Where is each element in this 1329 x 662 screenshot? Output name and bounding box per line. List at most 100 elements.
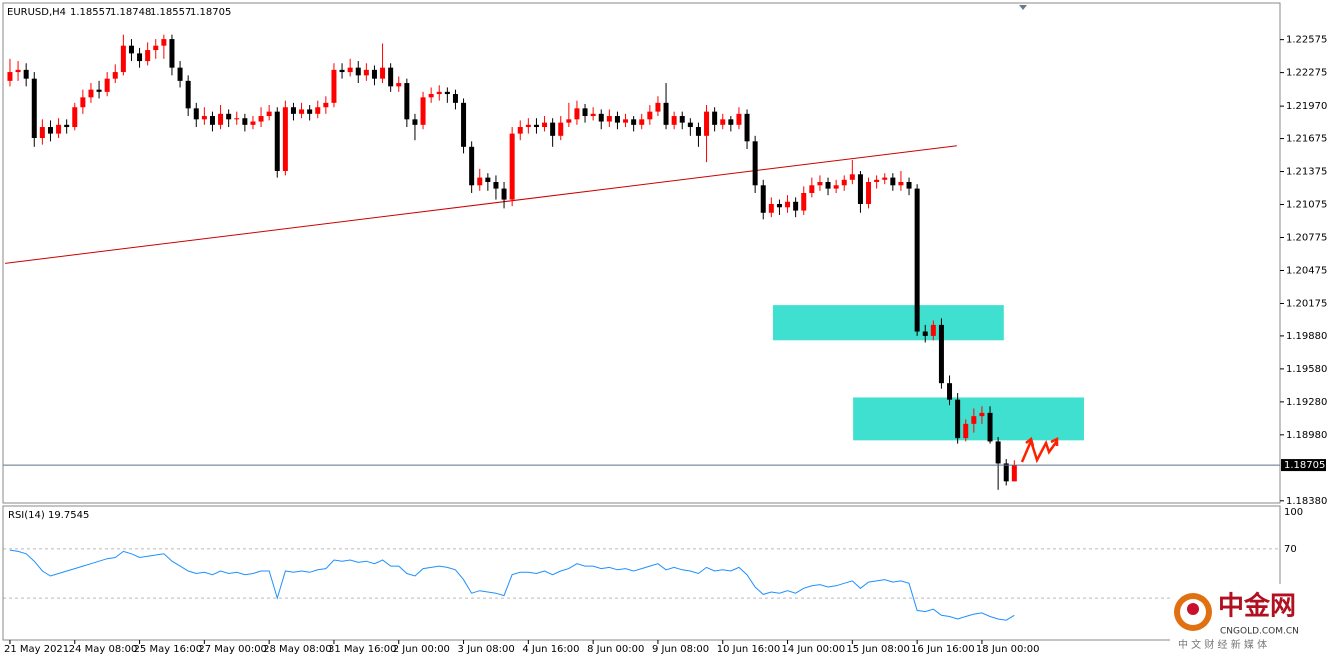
- zone: [772, 305, 1004, 341]
- candle-body: [72, 107, 78, 128]
- candle-body: [930, 324, 936, 336]
- candle-body: [396, 83, 402, 87]
- candle-body: [906, 181, 912, 189]
- candle-body: [582, 108, 588, 117]
- candle-body: [485, 177, 491, 182]
- candle-body: [598, 113, 604, 122]
- header-close: 1.18705: [190, 7, 231, 18]
- candle-body: [363, 69, 369, 76]
- candle-body: [955, 399, 961, 439]
- candle-body: [452, 94, 458, 103]
- y-tick-label: 1.22275: [1286, 68, 1327, 79]
- candle-body: [785, 201, 791, 208]
- candle-body: [833, 185, 839, 189]
- candle-body: [477, 177, 483, 186]
- candle-body: [963, 423, 969, 439]
- candle-body: [890, 177, 896, 186]
- y-tick-label: 1.20475: [1286, 265, 1327, 276]
- candle-body: [623, 119, 629, 123]
- candle-body: [639, 119, 645, 125]
- candle-body: [525, 124, 531, 128]
- candle-body: [461, 102, 467, 147]
- candle-body: [509, 133, 515, 200]
- x-tick-label: 14 Jun 00:00: [782, 644, 846, 655]
- candle-body: [209, 116, 215, 125]
- candle-body: [380, 67, 386, 79]
- arrows: [1020, 436, 1059, 464]
- arrow-head: [1050, 436, 1059, 446]
- candle-body: [428, 94, 434, 98]
- rsi-title: RSI(14) 19.7545: [8, 510, 89, 521]
- candle-body: [307, 109, 313, 114]
- candle-body: [558, 122, 564, 136]
- candle-body: [469, 146, 475, 186]
- candle-body: [371, 69, 377, 79]
- candle-body: [258, 116, 264, 122]
- x-tick-label: 21 May 2021: [4, 644, 69, 655]
- header-high: 1.18748: [110, 7, 151, 18]
- candle-body: [493, 181, 499, 189]
- candle-body: [128, 45, 134, 54]
- current-price-label: 1.18705: [1284, 460, 1325, 471]
- candle-body: [938, 324, 944, 384]
- y-tick-label: 1.18980: [1286, 430, 1327, 441]
- candle-body: [201, 116, 207, 120]
- candle-body: [590, 113, 596, 117]
- candle-body: [533, 124, 539, 128]
- candle-body: [234, 118, 240, 120]
- candle-body: [420, 97, 426, 125]
- candle-body: [137, 53, 143, 62]
- candle-body: [444, 91, 450, 95]
- candle-body: [23, 69, 29, 79]
- y-tick-label: 1.21675: [1286, 134, 1327, 145]
- candle-body: [914, 188, 920, 332]
- candle-body: [760, 185, 766, 213]
- candle-body: [242, 118, 248, 125]
- header-open: 1.18557: [70, 7, 111, 18]
- candle-body: [825, 181, 831, 189]
- arrow: [1020, 440, 1033, 463]
- candle-body: [112, 72, 118, 79]
- candle-body: [606, 116, 612, 122]
- candle-body: [266, 111, 272, 117]
- x-tick-label: 31 May 16:00: [328, 644, 397, 655]
- candle-body: [979, 412, 985, 417]
- candle-body: [218, 113, 224, 125]
- current-price-box: [1281, 459, 1326, 472]
- candle-body: [161, 39, 167, 46]
- y-tick-label: 100: [1284, 507, 1303, 518]
- candle-body: [947, 383, 953, 400]
- candle-body: [704, 111, 710, 136]
- candle-body: [274, 111, 280, 171]
- candle-body: [736, 113, 742, 125]
- candle-body: [436, 91, 442, 95]
- x-tick-label: 2 Jun 00:00: [393, 644, 450, 655]
- candle-body: [323, 102, 329, 108]
- candle-body: [15, 69, 21, 73]
- candle-body: [712, 111, 718, 125]
- candle-body: [7, 72, 13, 81]
- x-tick-label: 27 May 00:00: [198, 644, 267, 655]
- candle-body: [542, 122, 548, 128]
- candle-body: [355, 67, 361, 76]
- x-tick-label: 9 Jun 08:00: [652, 644, 709, 655]
- candle-body: [841, 179, 847, 186]
- candle-body: [882, 177, 888, 180]
- candle-body: [679, 116, 685, 123]
- header-low: 1.18557: [150, 7, 191, 18]
- candle-body: [817, 181, 823, 186]
- candle-body: [720, 119, 726, 125]
- y-tick-label: 1.21970: [1286, 101, 1327, 112]
- y-tick-label: 1.22575: [1286, 35, 1327, 46]
- main-pane-frame: [2, 2, 1281, 504]
- candle-body: [282, 107, 288, 171]
- candle-body: [728, 119, 734, 125]
- x-tick-label: 10 Jun 16:00: [717, 644, 781, 655]
- y-tick-label: 1.21375: [1286, 167, 1327, 178]
- candle-body: [671, 116, 677, 125]
- candle-body: [898, 181, 904, 186]
- candle-body: [145, 50, 151, 62]
- candle-body: [1003, 463, 1009, 482]
